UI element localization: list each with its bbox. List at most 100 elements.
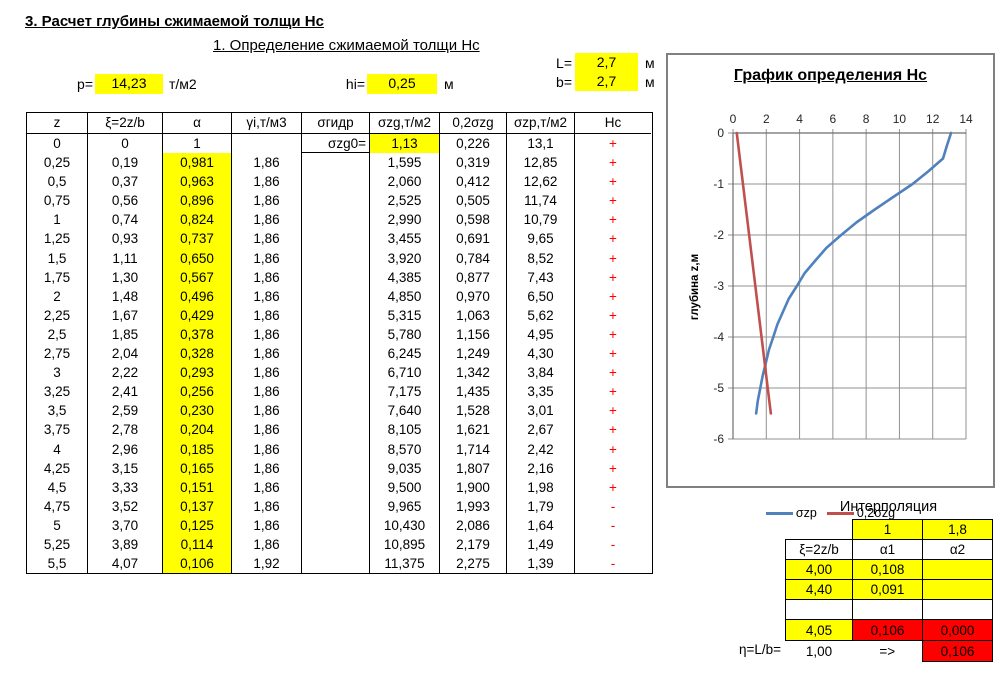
table-cell[interactable]: 10,79 xyxy=(507,210,575,230)
table-cell[interactable]: 0,896 xyxy=(163,191,232,211)
table-cell[interactable]: 0,429 xyxy=(163,305,232,325)
table-cell[interactable]: 1,86 xyxy=(232,458,302,478)
table-cell[interactable]: 1,900 xyxy=(440,477,507,497)
table-cell[interactable]: + xyxy=(609,422,617,438)
table-cell[interactable]: 1,714 xyxy=(440,439,507,459)
table-cell[interactable]: 3,25 xyxy=(27,382,88,402)
table-cell[interactable]: 1,98 xyxy=(507,477,575,497)
table-cell[interactable]: 3,70 xyxy=(88,515,163,535)
table-cell[interactable]: σzg0= xyxy=(302,134,370,154)
table-cell[interactable]: - xyxy=(610,536,616,552)
table-cell[interactable]: 0,125 xyxy=(163,515,232,535)
table-cell[interactable]: 10,895 xyxy=(370,534,440,555)
table-cell[interactable]: 1,85 xyxy=(88,324,163,345)
table-cell[interactable]: 4 xyxy=(27,439,88,459)
table-cell[interactable]: 3,33 xyxy=(88,477,163,497)
table-cell[interactable] xyxy=(302,401,370,421)
l-value-field[interactable]: 2,7 xyxy=(575,53,638,72)
table-cell[interactable]: 1,5 xyxy=(27,248,88,268)
table-cell[interactable]: 0,598 xyxy=(440,210,507,230)
hi-value-field[interactable]: 0,25 xyxy=(367,74,437,94)
table-cell[interactable]: 1,86 xyxy=(232,153,302,173)
interp-cell[interactable] xyxy=(922,579,993,600)
interp-cell[interactable]: 0,108 xyxy=(852,559,923,580)
table-cell[interactable]: 4,850 xyxy=(370,286,440,306)
table-cell[interactable] xyxy=(302,286,370,306)
table-cell[interactable]: 1,86 xyxy=(232,191,302,211)
table-cell[interactable] xyxy=(302,172,370,192)
table-cell[interactable]: 9,500 xyxy=(370,477,440,497)
table-cell[interactable]: + xyxy=(609,384,617,400)
table-cell[interactable]: 0,165 xyxy=(163,458,232,478)
table-cell[interactable]: 2,78 xyxy=(88,420,163,440)
table-cell[interactable]: 5,315 xyxy=(370,305,440,325)
p-value-field[interactable]: 14,23 xyxy=(95,74,163,94)
interp-cell[interactable]: 1,8 xyxy=(922,519,993,540)
table-cell[interactable]: 0,970 xyxy=(440,286,507,306)
table-cell[interactable]: 3,35 xyxy=(507,382,575,402)
chart-legend[interactable]: σzp 0,2σzg xyxy=(668,506,993,520)
table-cell[interactable]: 2 xyxy=(27,286,88,306)
table-cell[interactable]: 3,920 xyxy=(370,248,440,268)
table-cell[interactable]: 7,175 xyxy=(370,382,440,402)
table-cell[interactable]: 12,85 xyxy=(507,153,575,173)
table-cell[interactable]: 1,86 xyxy=(232,382,302,402)
table-cell[interactable] xyxy=(302,305,370,325)
table-cell[interactable]: 1 xyxy=(163,134,232,154)
table-cell[interactable]: 2,67 xyxy=(507,420,575,440)
table-cell[interactable]: 7,640 xyxy=(370,401,440,421)
table-cell[interactable] xyxy=(302,439,370,459)
table-cell[interactable]: 0,650 xyxy=(163,248,232,268)
table-cell[interactable]: + xyxy=(609,212,617,228)
table-cell[interactable]: + xyxy=(609,155,617,171)
table-cell[interactable]: 4,07 xyxy=(88,554,163,574)
table-cell[interactable]: 10,430 xyxy=(370,515,440,535)
table-cell[interactable]: 0,981 xyxy=(163,153,232,173)
table-cell[interactable]: 1,993 xyxy=(440,496,507,516)
table-cell[interactable]: 0,204 xyxy=(163,420,232,440)
table-cell[interactable]: 3,01 xyxy=(507,401,575,421)
table-cell[interactable]: 13,1 xyxy=(507,134,575,154)
table-cell[interactable]: 1,595 xyxy=(370,153,440,173)
table-cell[interactable]: 1,807 xyxy=(440,458,507,478)
table-cell[interactable]: 5,5 xyxy=(27,554,88,574)
table-cell[interactable]: 1,86 xyxy=(232,229,302,249)
table-cell[interactable]: 7,43 xyxy=(507,267,575,287)
table-cell[interactable]: 0,496 xyxy=(163,286,232,306)
table-cell[interactable]: 0,25 xyxy=(27,153,88,173)
table-cell[interactable] xyxy=(302,344,370,364)
table-cell[interactable]: 2,25 xyxy=(27,305,88,325)
table-cell[interactable]: 1,75 xyxy=(27,267,88,287)
table-cell[interactable] xyxy=(302,363,370,383)
table-cell[interactable]: 1,49 xyxy=(507,534,575,555)
series-line-szp[interactable] xyxy=(754,131,953,415)
table-cell[interactable]: 1,79 xyxy=(507,496,575,516)
table-cell[interactable]: 6,710 xyxy=(370,363,440,383)
table-cell[interactable] xyxy=(302,420,370,440)
interp-cell[interactable]: 4,05 xyxy=(785,619,853,641)
table-cell[interactable]: 1,86 xyxy=(232,286,302,306)
table-cell[interactable]: 0 xyxy=(88,134,163,154)
table-cell[interactable]: 0,37 xyxy=(88,172,163,192)
table-cell[interactable]: - xyxy=(610,498,616,514)
table-cell[interactable]: 0,328 xyxy=(163,344,232,364)
table-cell[interactable]: + xyxy=(609,136,617,151)
table-cell[interactable]: 0,378 xyxy=(163,324,232,345)
table-cell[interactable] xyxy=(302,191,370,211)
table-cell[interactable]: 1,30 xyxy=(88,267,163,287)
interp-cell[interactable]: 0,106 xyxy=(852,619,923,641)
interp-cell[interactable]: 4,00 xyxy=(785,559,853,580)
table-cell[interactable]: 2,96 xyxy=(88,439,163,459)
table-cell[interactable]: + xyxy=(609,174,617,190)
table-cell[interactable]: + xyxy=(609,479,617,495)
table-cell[interactable]: 0,93 xyxy=(88,229,163,249)
table-cell[interactable]: 5 xyxy=(27,515,88,535)
table-cell[interactable]: 0,412 xyxy=(440,172,507,192)
table-cell[interactable]: 1,249 xyxy=(440,344,507,364)
table-cell[interactable]: 1,86 xyxy=(232,477,302,497)
table-cell[interactable]: 1,86 xyxy=(232,515,302,535)
table-cell[interactable] xyxy=(302,477,370,497)
table-cell[interactable] xyxy=(302,229,370,249)
table-cell[interactable]: 0,691 xyxy=(440,229,507,249)
table-cell[interactable]: + xyxy=(609,403,617,419)
